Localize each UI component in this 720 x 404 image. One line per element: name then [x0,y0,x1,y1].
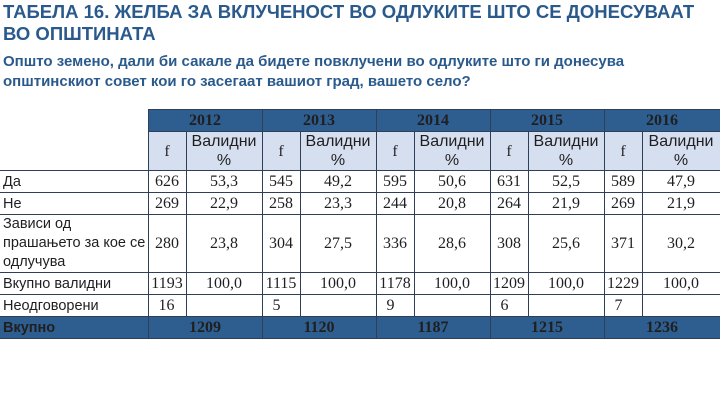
valid-header: Валидни % [185,131,263,171]
valid-header: Валидни % [299,131,377,171]
year-header: 2012 [147,109,263,132]
row-label: Неодговорени [0,294,149,317]
table-title-text: ЖЕЛБА ЗА ВКЛУЧЕНОСТ ВО ОДЛУКИТЕ ШТО СЕ Д… [3,1,695,44]
header-corner [0,109,149,132]
row-label: Не [0,192,149,215]
freq-cell: 1193 [147,272,187,295]
freq-cell: 589 [603,170,643,193]
valid-header: Валидни % [527,131,605,171]
total-cell: 1236 [603,316,720,339]
sub-header-row: f Валидни % f Валидни % f Валидни % f Ва… [0,131,720,171]
table-row: Да 626 53,3 545 49,2 595 50,6 631 52,5 5… [0,170,720,193]
valid-header: Валидни % [413,131,491,171]
freq-cell: 264 [489,192,529,215]
row-label: Вкупно валидни [0,272,149,295]
percent-cell: 20,8 [413,192,491,215]
freq-cell: 16 [147,294,187,317]
freq-cell: 6 [489,294,529,317]
header-corner [0,131,149,171]
percent-cell: 23,3 [299,192,377,215]
percent-cell [299,294,377,317]
percent-cell: 100,0 [413,272,491,295]
percent-cell: 21,9 [527,192,605,215]
row-label: Зависи од прашањето за кое се одлучува [0,214,149,273]
freq-cell: 336 [375,214,415,273]
survey-question: Општо земено, дали би сакале да бидете п… [3,53,625,90]
freq-header: f [147,131,187,171]
freq-cell: 626 [147,170,187,193]
freq-cell: 1178 [375,272,415,295]
freq-cell: 1229 [603,272,643,295]
freq-cell: 371 [603,214,643,273]
percent-cell: 25,6 [527,214,605,273]
total-cell: 1215 [489,316,605,339]
total-cell: 1187 [375,316,491,339]
percent-cell: 100,0 [641,272,720,295]
percent-cell: 49,2 [299,170,377,193]
percent-cell [641,294,720,317]
year-header: 2016 [603,109,720,132]
percent-cell: 52,5 [527,170,605,193]
freq-cell: 269 [147,192,187,215]
percent-cell: 50,6 [413,170,491,193]
percent-cell: 47,9 [641,170,720,193]
percent-cell: 100,0 [527,272,605,295]
percent-cell: 21,9 [641,192,720,215]
freq-cell: 304 [261,214,301,273]
table-number: ТАБЕЛА 16. [3,1,110,22]
total-cell: 1209 [147,316,263,339]
freq-cell: 1209 [489,272,529,295]
percent-cell [413,294,491,317]
freq-header: f [603,131,643,171]
year-header: 2013 [261,109,377,132]
freq-cell: 244 [375,192,415,215]
total-row: Вкупно 1209 1120 1187 1215 1236 [0,316,720,339]
freq-cell: 631 [489,170,529,193]
total-cell: 1120 [261,316,377,339]
freq-header: f [261,131,301,171]
freq-cell: 545 [261,170,301,193]
table-row: Не 269 22,9 258 23,3 244 20,8 264 21,9 2… [0,192,720,215]
freq-cell: 9 [375,294,415,317]
percent-cell: 28,6 [413,214,491,273]
table-row: Неодговорени 16 5 9 6 7 [0,294,720,317]
table-row: Зависи од прашањето за кое се одлучува 2… [0,214,720,273]
freq-cell: 1115 [261,272,301,295]
total-label: Вкупно [0,316,149,339]
table-title: ТАБЕЛА 16. ЖЕЛБА ЗА ВКЛУЧЕНОСТ ВО ОДЛУКИ… [3,1,717,45]
percent-cell [185,294,263,317]
freq-cell: 280 [147,214,187,273]
percent-cell: 53,3 [185,170,263,193]
results-table: 2012 2013 2014 2015 2016 f Валидни % f В… [0,109,720,339]
percent-cell: 30,2 [641,214,720,273]
table-row: Вкупно валидни 1193 100,0 1115 100,0 117… [0,272,720,295]
freq-header: f [489,131,529,171]
freq-header: f [375,131,415,171]
freq-cell: 5 [261,294,301,317]
freq-cell: 269 [603,192,643,215]
percent-cell: 27,5 [299,214,377,273]
year-header: 2014 [375,109,491,132]
freq-cell: 7 [603,294,643,317]
freq-cell: 308 [489,214,529,273]
percent-cell: 23,8 [185,214,263,273]
percent-cell: 100,0 [299,272,377,295]
year-header-row: 2012 2013 2014 2015 2016 [0,109,720,132]
percent-cell: 22,9 [185,192,263,215]
year-header: 2015 [489,109,605,132]
percent-cell: 100,0 [185,272,263,295]
freq-cell: 595 [375,170,415,193]
row-label: Да [0,170,149,193]
freq-cell: 258 [261,192,301,215]
valid-header: Валидни % [641,131,720,171]
percent-cell [527,294,605,317]
